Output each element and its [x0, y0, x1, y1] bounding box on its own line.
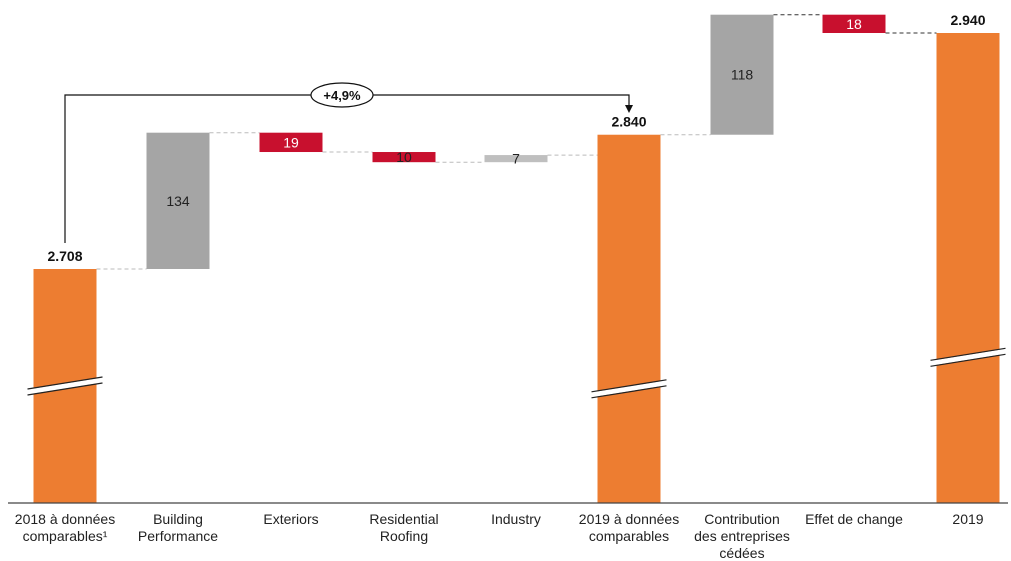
- axis-break-line: [930, 347, 1006, 361]
- growth-label: +4,9%: [323, 88, 361, 103]
- axis-break-line: [591, 385, 667, 399]
- axis-break-mark: [930, 347, 1006, 367]
- axis-break-gap: [27, 377, 103, 395]
- delta-value-label: 7: [512, 151, 520, 167]
- growth-bracket: +4,9%: [64, 82, 633, 243]
- delta-value-label: 18: [846, 16, 862, 32]
- delta-value-label: 134: [166, 193, 190, 209]
- axis-break-line: [930, 353, 1006, 367]
- axis-break-mark: [591, 379, 667, 399]
- category-label: 2019: [952, 511, 983, 527]
- delta-value-label: 19: [283, 134, 299, 150]
- bar-total: [936, 33, 1000, 503]
- bar-decrease: [822, 14, 886, 33]
- total-value-label: 2.708: [47, 248, 82, 264]
- total-value-label: 2.840: [611, 114, 646, 130]
- delta-value-label: 118: [731, 67, 754, 83]
- growth-ellipse: [310, 82, 374, 108]
- category-label: 2018 à données comparables¹: [15, 511, 115, 544]
- growth-arrow-head: [625, 105, 633, 113]
- axis-break-line: [27, 376, 103, 390]
- axis-break-line: [27, 382, 103, 396]
- bar-increase: [710, 14, 774, 135]
- category-label: Residential Roofing: [369, 511, 438, 544]
- bar-total: [597, 134, 661, 504]
- axis-break-gap: [591, 380, 667, 398]
- axis-break-gap: [930, 348, 1006, 366]
- category-label: Building Performance: [138, 511, 218, 544]
- category-label: Effet de change: [805, 511, 903, 527]
- delta-value-label: 10: [396, 149, 412, 165]
- category-label: 2019 à données comparables: [579, 511, 679, 544]
- category-label: Contribution des entreprises cédées: [694, 511, 790, 561]
- bar-increase: [484, 155, 548, 163]
- total-value-label: 2.940: [950, 12, 985, 28]
- category-label: Industry: [491, 511, 541, 527]
- bar-increase: [146, 132, 210, 269]
- axis-break-mark: [27, 376, 103, 396]
- bar-decrease: [259, 132, 323, 153]
- category-label: Exteriors: [263, 511, 318, 527]
- bar-decrease: [372, 152, 436, 163]
- axis-break-line: [591, 379, 667, 393]
